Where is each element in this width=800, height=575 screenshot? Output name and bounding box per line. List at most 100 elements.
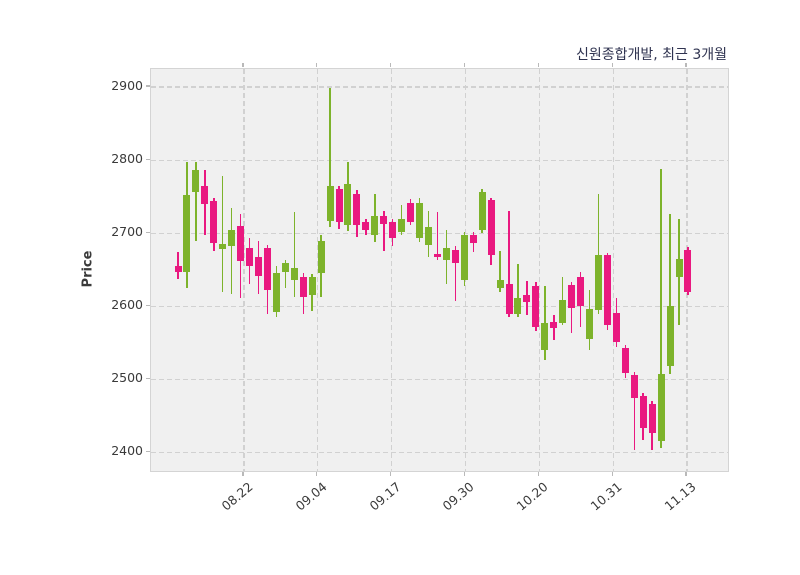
x-tick-mark-bottom — [242, 471, 244, 476]
candle-body-down — [433, 254, 441, 257]
x-tick-mark-top — [611, 62, 613, 67]
candle-body-down — [603, 255, 611, 325]
candle-wick-up — [230, 208, 233, 294]
candle-body-up — [272, 273, 280, 313]
x-gridline — [243, 69, 245, 471]
candle-body-down — [299, 277, 307, 297]
candle-body-down — [389, 222, 397, 239]
candle-body-up — [344, 183, 352, 226]
x-tick-mark-top — [685, 62, 687, 67]
candle-wick-up — [195, 162, 197, 241]
y-tick-label: 2800 — [111, 150, 143, 166]
candle-body-up — [290, 268, 298, 281]
candle-body-up — [371, 215, 379, 236]
candle-body-up — [308, 277, 316, 296]
candle-wick-up — [517, 263, 519, 318]
candle-body-up — [478, 192, 486, 231]
x-tick-mark-top — [537, 62, 539, 67]
x-gridline — [391, 69, 393, 471]
candle-body-down — [380, 215, 388, 224]
candle-body-up — [559, 299, 567, 324]
candle-wick-down — [508, 211, 510, 317]
candle-body-up — [219, 243, 227, 250]
x-gridline — [538, 69, 540, 471]
candle-body-up — [398, 218, 406, 232]
x-tick-mark-bottom — [537, 471, 539, 476]
candle-body-down — [255, 257, 263, 277]
y-tick-label: 2500 — [111, 370, 143, 386]
x-tick-label: 10.20 — [513, 479, 551, 514]
y-gridline — [151, 378, 728, 381]
candle-wick-up — [329, 88, 331, 228]
candle-body-down — [201, 185, 209, 204]
candle-body-down — [505, 284, 513, 315]
candle-wick-down — [177, 251, 179, 279]
candle-body-down — [263, 247, 271, 291]
y-tick-mark — [146, 231, 150, 233]
candle-body-down — [532, 285, 540, 327]
candle-wick-up — [669, 213, 671, 375]
candle-body-up — [228, 229, 236, 247]
candle-body-down — [469, 235, 477, 244]
y-gridline — [151, 452, 728, 454]
candle-body-down — [353, 193, 361, 226]
candle-body-down — [550, 321, 558, 328]
candle-wick-up — [544, 285, 546, 360]
x-tick-mark-top — [390, 62, 392, 67]
chart-title: 신원종합개발, 최근 3개월 — [575, 47, 727, 63]
candle-body-down — [523, 295, 531, 303]
plot-area — [150, 68, 729, 472]
candle-body-up — [675, 258, 683, 278]
x-tick-label: 10.31 — [587, 479, 625, 514]
candle-wick-up — [499, 250, 501, 292]
x-tick-mark-bottom — [685, 471, 687, 476]
candle-body-up — [666, 306, 674, 367]
candle-body-up — [192, 169, 200, 193]
candle-body-up — [416, 202, 424, 238]
candle-body-up — [425, 227, 433, 245]
y-gridline — [151, 305, 728, 307]
candle-body-down — [684, 250, 692, 292]
x-tick-label: 11.13 — [661, 479, 699, 514]
candle-body-down — [246, 247, 254, 267]
candle-body-up — [326, 186, 334, 221]
y-tick-label: 2400 — [111, 443, 143, 459]
candle-body-up — [281, 262, 289, 273]
candle-body-down — [612, 312, 620, 342]
x-tick-mark-bottom — [611, 471, 613, 476]
candle-body-down — [568, 285, 576, 308]
candle-body-up — [541, 323, 549, 350]
y-gridline — [151, 232, 728, 234]
candle-wick-up — [221, 176, 224, 292]
x-tick-mark-top — [463, 62, 466, 67]
candle-body-down — [621, 348, 629, 373]
x-tick-mark-top — [316, 62, 318, 67]
candle-body-down — [577, 277, 585, 306]
candle-wick-down — [383, 210, 385, 251]
candle-wick-down — [454, 246, 457, 301]
y-tick-mark — [146, 85, 150, 87]
y-gridline — [151, 159, 728, 161]
x-tick-label: 09.17 — [366, 479, 404, 514]
candle-body-down — [237, 225, 245, 262]
candle-body-down — [210, 201, 218, 244]
candle-body-up — [183, 194, 191, 273]
candle-body-up — [317, 240, 325, 274]
candle-body-down — [630, 375, 638, 398]
x-gridline — [612, 69, 614, 471]
x-tick-mark-bottom — [390, 471, 392, 476]
candle-body-down — [362, 221, 370, 231]
candle-wick-up — [660, 168, 662, 448]
y-tick-label: 2700 — [111, 223, 143, 239]
candle-body-down — [407, 203, 415, 223]
y-tick-mark — [146, 451, 150, 453]
candle-body-down — [648, 403, 656, 433]
y-tick-mark — [146, 304, 150, 306]
candle-body-down — [487, 200, 495, 256]
y-tick-mark — [146, 158, 150, 160]
y-tick-label: 2900 — [111, 77, 143, 93]
x-tick-label: 08.22 — [218, 479, 256, 514]
candle-body-up — [496, 280, 504, 289]
candle-body-down — [335, 188, 343, 222]
